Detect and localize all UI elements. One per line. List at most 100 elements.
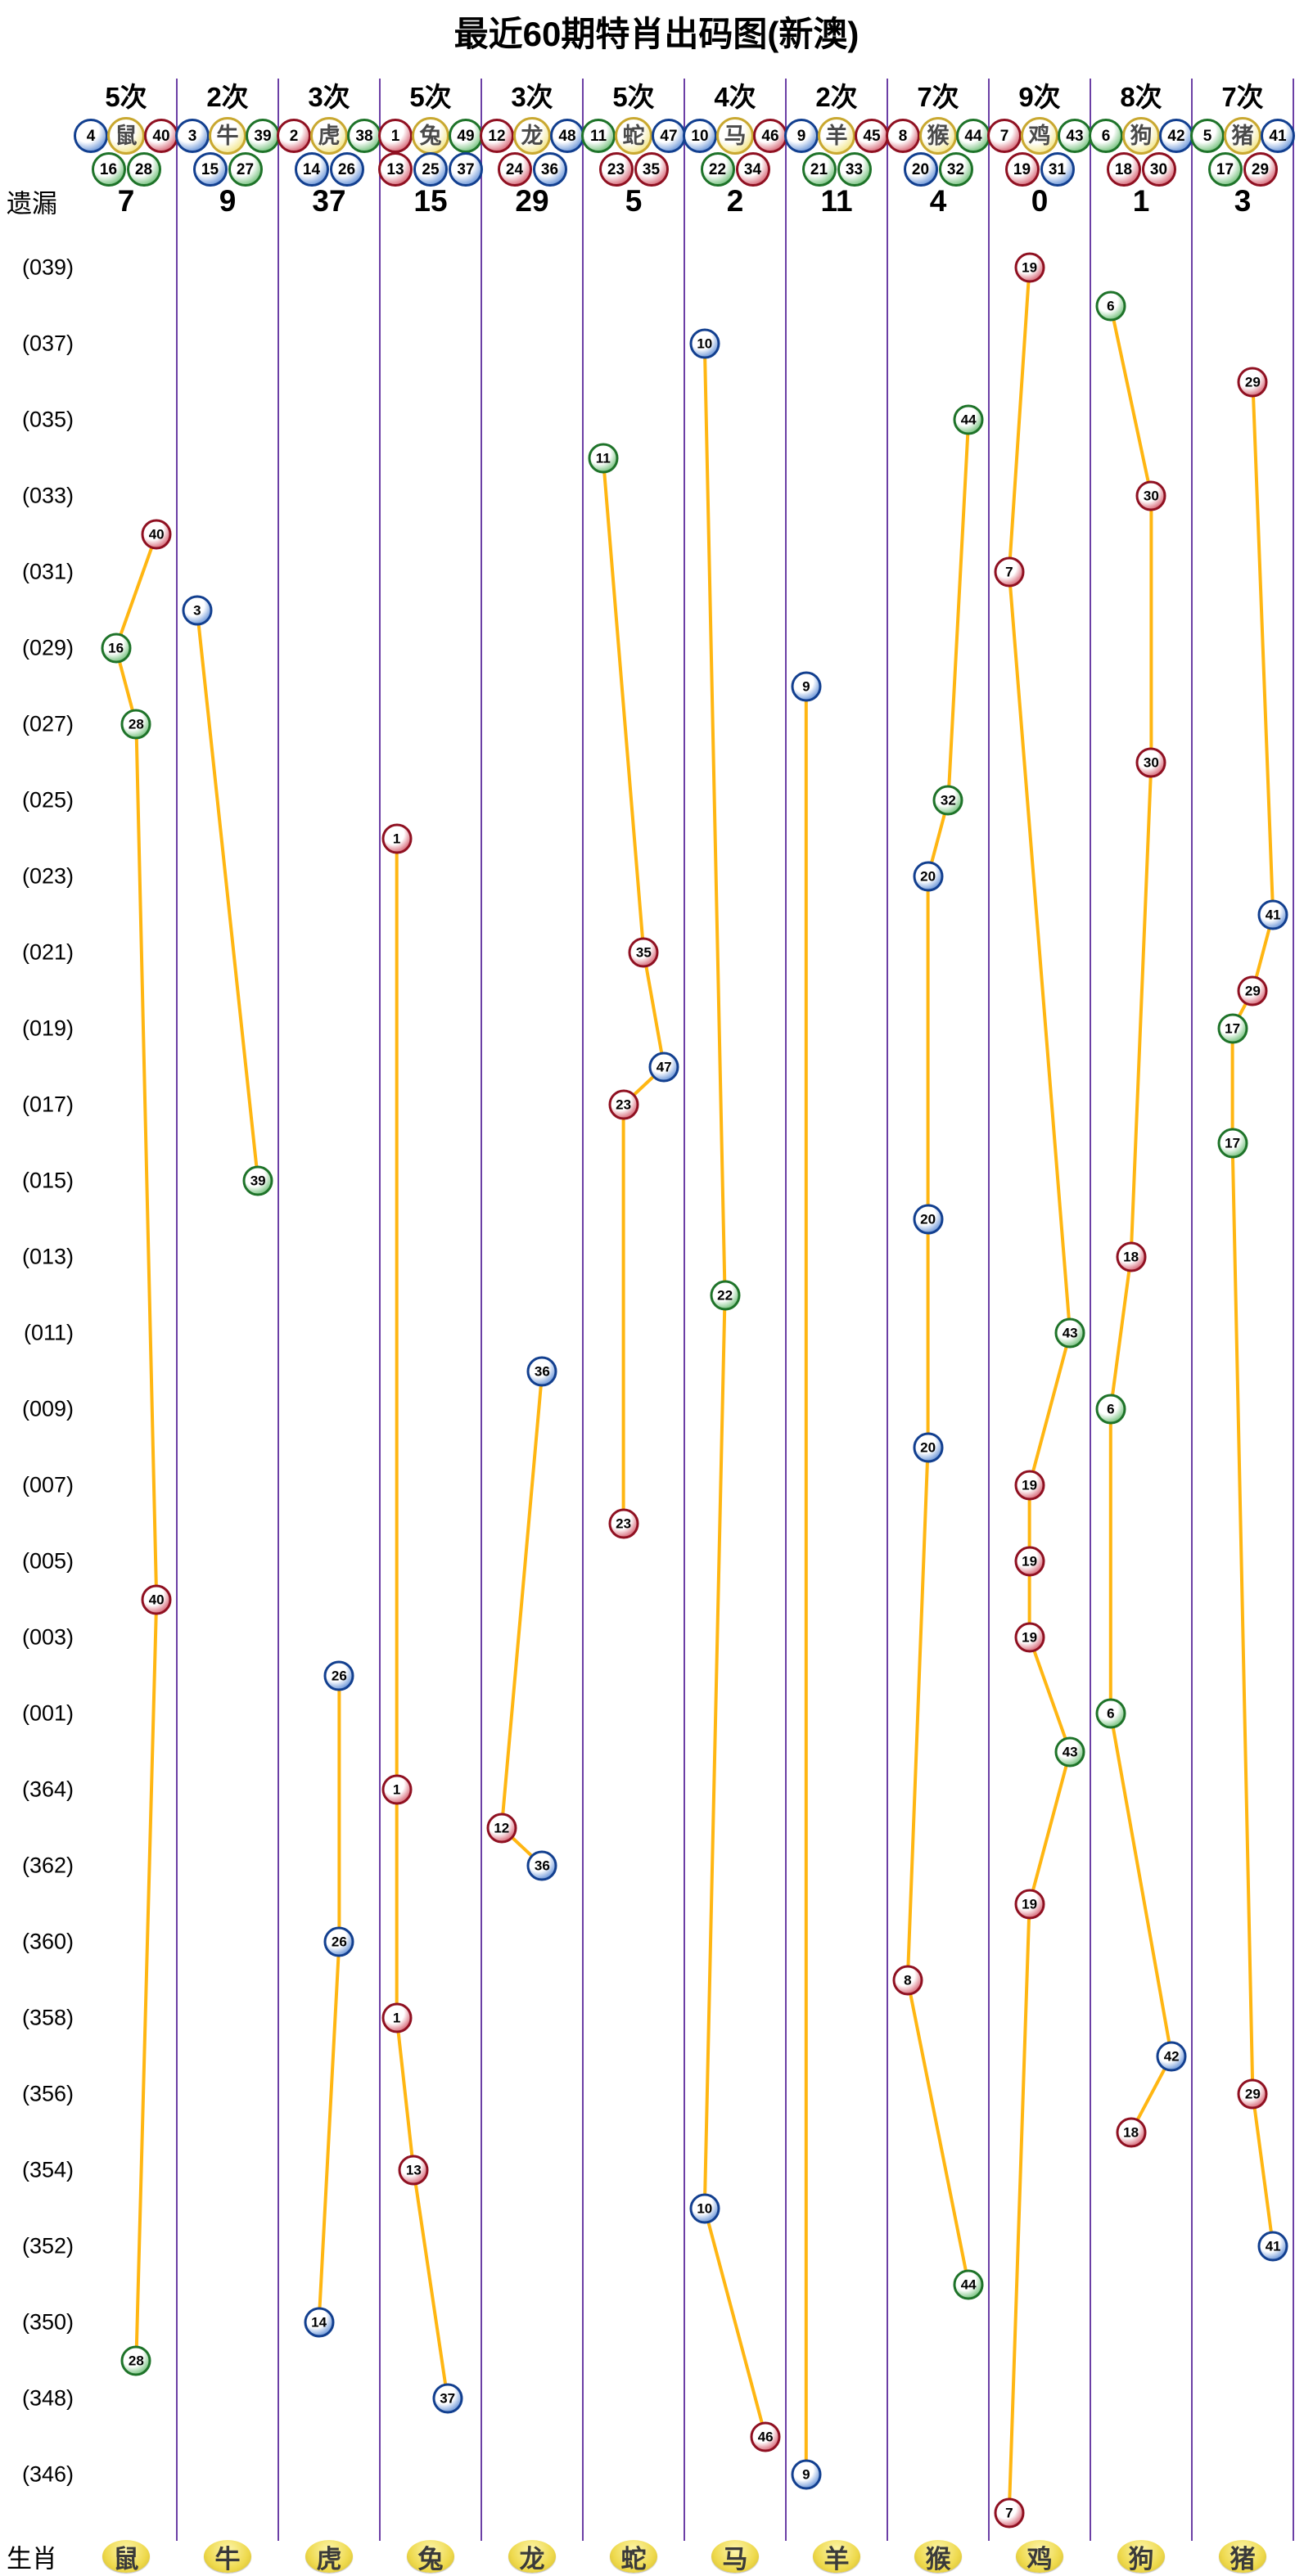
draw-ball: 19 bbox=[1014, 1622, 1045, 1653]
trend-line-猪 bbox=[1230, 381, 1275, 2247]
draw-ball: 23 bbox=[608, 1089, 639, 1120]
header-number-ball: 33 bbox=[837, 152, 872, 187]
miss-value: 11 bbox=[820, 184, 853, 218]
column-divider bbox=[1090, 79, 1091, 2541]
period-label: (025) bbox=[21, 787, 74, 813]
trend-line-蛇 bbox=[601, 457, 666, 1524]
trend-line-马 bbox=[702, 343, 768, 2438]
zodiac-bottom-label: 猪 bbox=[1219, 2540, 1266, 2574]
draw-ball: 17 bbox=[1217, 1013, 1248, 1044]
header-number-ball: 14 bbox=[294, 152, 329, 187]
header-zodiac-ball: 兔 bbox=[412, 117, 449, 155]
period-label: (001) bbox=[21, 1700, 74, 1726]
header-number-ball: 34 bbox=[735, 152, 770, 187]
period-label: (027) bbox=[21, 711, 74, 736]
zodiac-count: 2次 bbox=[815, 82, 858, 112]
column-divider bbox=[1191, 79, 1193, 2541]
header-number-ball: 15 bbox=[192, 152, 228, 187]
zodiac-count: 3次 bbox=[511, 82, 553, 112]
draw-ball: 43 bbox=[1054, 1317, 1085, 1349]
header-number-ball: 22 bbox=[700, 152, 735, 187]
zodiac-bottom-label: 蛇 bbox=[610, 2540, 657, 2574]
period-label: (003) bbox=[21, 1624, 74, 1650]
header-number-ball: 10 bbox=[683, 119, 717, 153]
draw-ball: 17 bbox=[1217, 1128, 1248, 1158]
miss-value: 9 bbox=[219, 184, 237, 218]
header-number-ball: 27 bbox=[228, 152, 263, 187]
header-zodiac-ball: 龙 bbox=[513, 117, 551, 155]
header-number-ball: 46 bbox=[753, 119, 787, 153]
header-number-ball: 31 bbox=[1040, 152, 1075, 187]
period-label: (356) bbox=[21, 2081, 74, 2106]
draw-ball: 18 bbox=[1116, 1241, 1147, 1272]
header-number-ball: 9 bbox=[784, 119, 819, 153]
draw-ball: 22 bbox=[710, 1280, 741, 1310]
draw-ball: 26 bbox=[323, 1926, 354, 1957]
zodiac-row-label: 生肖 bbox=[7, 2544, 57, 2574]
zodiac-bottom-label: 猴 bbox=[914, 2540, 962, 2574]
header-number-ball: 24 bbox=[497, 152, 532, 187]
header-number-ball: 3 bbox=[175, 119, 210, 153]
period-label: (029) bbox=[21, 635, 74, 660]
period-label: (005) bbox=[21, 1548, 74, 1574]
header-number-ball: 8 bbox=[886, 119, 920, 153]
period-label: (346) bbox=[21, 2461, 74, 2487]
draw-ball: 23 bbox=[608, 1508, 639, 1538]
period-label: (015) bbox=[21, 1168, 74, 1193]
header-number-ball: 28 bbox=[126, 152, 161, 187]
draw-ball: 7 bbox=[994, 2497, 1025, 2528]
header-number-ball: 6 bbox=[1089, 119, 1123, 153]
header-zodiac-ball: 鸡 bbox=[1021, 117, 1058, 155]
header-zodiac-ball: 蛇 bbox=[615, 117, 652, 155]
period-label: (039) bbox=[21, 254, 74, 280]
header-number-ball: 40 bbox=[144, 119, 178, 153]
zodiac-bottom-label: 鼠 bbox=[102, 2540, 150, 2574]
zodiac-bottom-label: 龙 bbox=[508, 2540, 556, 2574]
chart-title: 最近60期特肖出码图(新澳) bbox=[453, 15, 860, 53]
draw-ball: 19 bbox=[1014, 1470, 1045, 1501]
header-number-ball: 37 bbox=[449, 152, 483, 187]
zodiac-bottom-label: 羊 bbox=[813, 2540, 860, 2574]
draw-ball: 7 bbox=[994, 556, 1025, 588]
period-label: (354) bbox=[21, 2157, 74, 2182]
zodiac-count: 8次 bbox=[1120, 82, 1162, 112]
draw-ball: 6 bbox=[1095, 290, 1126, 321]
header-number-ball: 30 bbox=[1141, 152, 1176, 187]
draw-ball: 1 bbox=[381, 2002, 413, 2033]
draw-ball: 41 bbox=[1257, 2231, 1288, 2262]
draw-ball: 12 bbox=[486, 1813, 517, 1843]
header-number-ball: 25 bbox=[413, 152, 448, 187]
column-divider bbox=[988, 79, 990, 2541]
header-zodiac-ball: 马 bbox=[716, 117, 754, 155]
period-label: (017) bbox=[21, 1092, 74, 1117]
draw-ball: 29 bbox=[1237, 975, 1268, 1006]
draw-ball: 16 bbox=[101, 633, 132, 664]
draw-ball: 19 bbox=[1014, 1889, 1045, 1919]
period-label: (033) bbox=[21, 483, 74, 508]
period-label: (358) bbox=[21, 2005, 74, 2030]
draw-ball: 13 bbox=[398, 2155, 429, 2186]
miss-value: 5 bbox=[625, 184, 643, 218]
header-number-ball: 23 bbox=[598, 152, 634, 187]
header-number-ball: 39 bbox=[246, 119, 280, 153]
header-number-ball: 41 bbox=[1261, 119, 1295, 153]
header-number-ball: 43 bbox=[1058, 119, 1092, 153]
draw-ball: 18 bbox=[1116, 2117, 1147, 2147]
draw-ball: 1 bbox=[381, 1774, 413, 1805]
header-number-ball: 49 bbox=[449, 119, 483, 153]
period-label: (011) bbox=[23, 1320, 74, 1345]
zodiac-count: 5次 bbox=[105, 82, 147, 112]
zodiac-count: 7次 bbox=[917, 82, 959, 112]
miss-value: 37 bbox=[312, 184, 346, 218]
period-label: (023) bbox=[21, 863, 74, 889]
miss-value: 7 bbox=[117, 184, 135, 218]
period-label: (013) bbox=[21, 1244, 74, 1269]
draw-ball: 29 bbox=[1237, 2078, 1268, 2110]
period-label: (362) bbox=[21, 1853, 74, 1878]
header-number-ball: 36 bbox=[532, 152, 567, 187]
trend-line-牛 bbox=[195, 610, 260, 1182]
header-zodiac-ball: 狗 bbox=[1122, 117, 1160, 155]
header-zodiac-ball: 猪 bbox=[1224, 117, 1261, 155]
